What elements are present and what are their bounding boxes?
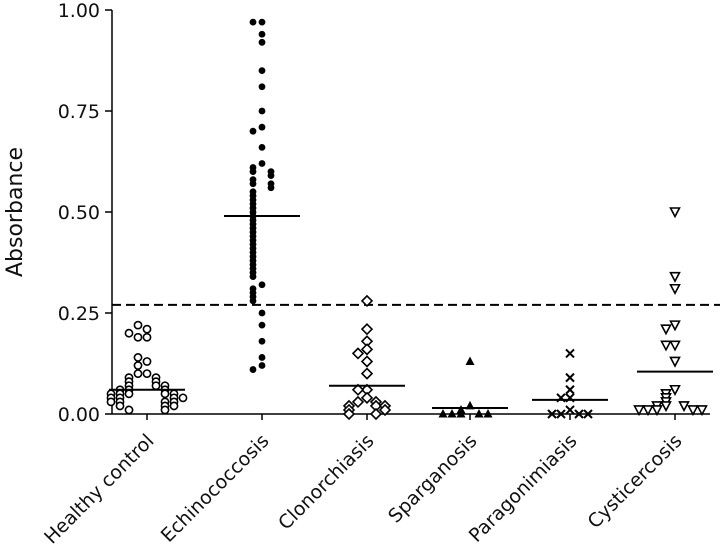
data-point	[360, 391, 374, 404]
data-point	[565, 405, 575, 415]
data-point	[660, 340, 672, 352]
y-tick-label: 0.00	[58, 404, 100, 426]
data-point	[583, 409, 593, 419]
data-point	[565, 348, 575, 359]
data-point	[258, 362, 266, 369]
y-tick-label: 0.75	[58, 101, 100, 123]
data-point	[258, 107, 266, 115]
x-tick-label: Cysticercosis	[583, 430, 686, 533]
data-point	[258, 67, 266, 74]
y-tick-label: 1.00	[58, 0, 100, 22]
data-point	[633, 405, 645, 417]
data-point	[258, 30, 266, 38]
data-point	[258, 281, 266, 289]
data-point	[160, 405, 170, 415]
data-point	[360, 294, 374, 308]
data-point	[133, 320, 143, 330]
data-point	[565, 385, 575, 395]
data-point	[360, 355, 374, 368]
data-point	[678, 401, 690, 413]
data-point	[267, 172, 275, 180]
data-point	[660, 401, 672, 413]
data-point	[249, 18, 257, 26]
data-point	[249, 273, 257, 281]
data-point	[142, 357, 152, 366]
y-tick-label: 0.25	[58, 303, 100, 325]
data-point	[142, 332, 152, 342]
data-point	[133, 361, 143, 370]
data-point	[474, 409, 484, 418]
data-point	[169, 401, 179, 411]
data-point	[565, 372, 575, 383]
data-point	[651, 405, 663, 417]
data-point	[342, 407, 356, 421]
data-point	[669, 207, 681, 219]
data-point	[465, 356, 475, 365]
data-point	[696, 405, 708, 417]
data-point	[133, 353, 143, 362]
data-point	[258, 321, 266, 329]
data-point	[574, 409, 584, 419]
data-point	[151, 381, 161, 391]
data-point	[258, 160, 266, 167]
data-point	[133, 332, 143, 342]
y-tick-label: 0.50	[58, 202, 100, 224]
data-point	[378, 403, 392, 417]
data-point	[133, 369, 143, 378]
data-point	[124, 405, 134, 415]
data-point	[258, 83, 266, 91]
data-point	[660, 324, 672, 336]
x-tick-label: Clonorchiasis	[274, 430, 378, 534]
data-point	[547, 409, 557, 419]
data-point	[360, 323, 374, 336]
data-point	[351, 347, 365, 360]
data-point	[267, 184, 275, 192]
data-point	[369, 407, 383, 421]
data-point	[258, 123, 266, 131]
data-point	[258, 354, 266, 361]
data-point	[669, 356, 681, 368]
data-point	[142, 324, 152, 334]
data-point	[351, 395, 365, 409]
data-point	[178, 393, 188, 403]
data-point	[249, 366, 257, 373]
data-point	[258, 337, 266, 345]
data-point	[160, 389, 170, 399]
data-point	[106, 397, 116, 407]
data-point	[124, 389, 134, 399]
data-point	[351, 383, 365, 396]
data-point	[258, 38, 266, 46]
x-tick-label: Sparganosis	[384, 430, 481, 527]
data-point	[258, 18, 266, 26]
data-point	[556, 409, 566, 419]
x-tick-label: Paragonimiasis	[465, 430, 582, 547]
data-point	[360, 343, 374, 356]
x-tick-label: Healthy control	[40, 430, 158, 548]
data-point	[669, 384, 681, 396]
data-point	[669, 340, 681, 352]
data-point	[669, 283, 681, 295]
data-point	[249, 127, 257, 135]
data-point	[438, 409, 448, 418]
data-point	[258, 143, 266, 151]
data-point	[483, 409, 493, 418]
data-point	[249, 168, 257, 176]
data-point	[456, 409, 466, 418]
data-point	[142, 369, 152, 378]
data-point	[124, 328, 134, 338]
data-point	[115, 401, 125, 411]
x-tick-label: Echinococcosis	[157, 430, 274, 547]
y-axis-label: Absorbance	[3, 147, 28, 277]
data-point	[669, 320, 681, 332]
data-point	[258, 309, 266, 317]
data-point	[249, 297, 257, 305]
data-point	[360, 367, 374, 380]
data-point	[669, 271, 681, 283]
data-point	[447, 409, 457, 418]
data-point	[249, 180, 257, 188]
data-point	[642, 405, 654, 417]
data-point	[687, 405, 699, 417]
